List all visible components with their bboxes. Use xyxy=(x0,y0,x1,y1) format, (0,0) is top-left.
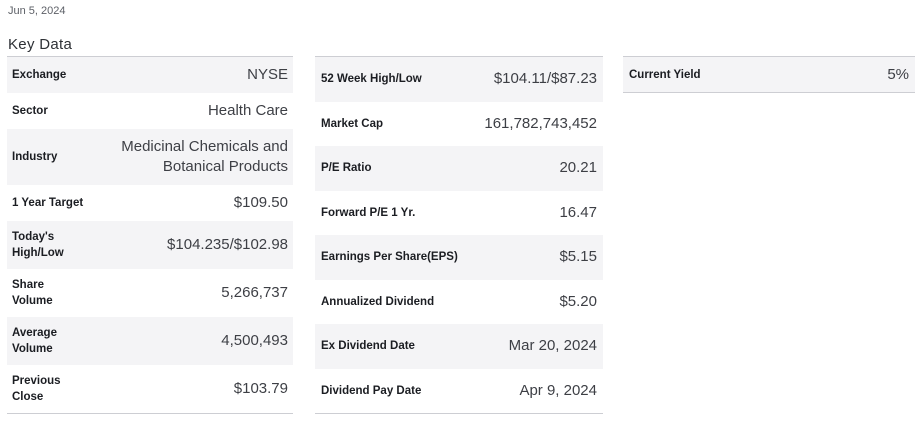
table-row: Annualized Dividend $5.20 xyxy=(315,280,603,325)
row-value: 5% xyxy=(887,65,909,83)
table-row: Exchange NYSE xyxy=(7,57,293,93)
row-label: Forward P/E 1 Yr. xyxy=(321,206,416,219)
table-row: Sector Health Care xyxy=(7,93,293,129)
table-row: Forward P/E 1 Yr. 16.47 xyxy=(315,191,603,236)
table-row: Earnings Per Share(EPS) $5.15 xyxy=(315,235,603,280)
row-value: Mar 20, 2024 xyxy=(508,337,597,355)
key-data-table-left: Exchange NYSE Sector Health Care Industry Med… xyxy=(7,56,293,414)
key-data-columns: Exchange NYSE Sector Health Care Industry Med… xyxy=(7,56,920,414)
row-label: Share Volume xyxy=(12,279,53,307)
row-value: $103.79 xyxy=(233,380,288,397)
table-row: Market Cap 161,782,743,452 xyxy=(315,102,603,147)
row-value: $109.50 xyxy=(233,194,288,211)
key-data-table-right: Current Yield 5% xyxy=(623,56,915,93)
row-label: Ex Dividend Date xyxy=(321,340,415,353)
table-row: Previous Close $103.79 xyxy=(7,365,293,413)
row-value: $104.235/$102.98 xyxy=(167,236,288,253)
row-label: Industry xyxy=(12,151,58,163)
row-label: Dividend Pay Date xyxy=(321,384,422,397)
row-value: NYSE xyxy=(247,66,288,83)
row-value: 5,266,737 xyxy=(221,284,288,301)
row-value: 4,500,493 xyxy=(221,332,288,349)
page-title: Key Data xyxy=(8,36,73,53)
row-value: Medicinal Chemicals and Botanical Produc… xyxy=(121,138,288,175)
row-label: Today's High/Low xyxy=(12,231,64,259)
key-data-table-middle: 52 Week High/Low $104.11/$87.23 Market Cap… xyxy=(315,56,603,414)
row-label: Market Cap xyxy=(321,117,383,130)
table-row: 52 Week High/Low $104.11/$87.23 xyxy=(315,57,603,102)
row-value: $5.20 xyxy=(559,292,597,310)
row-label: Average Volume xyxy=(12,327,57,355)
table-row: Average Volume 4,500,493 xyxy=(7,317,293,365)
row-label: Current Yield xyxy=(629,68,701,81)
row-label: Annualized Dividend xyxy=(321,295,435,308)
row-label: Sector xyxy=(12,105,48,117)
row-value: Health Care xyxy=(207,102,288,119)
row-value: $104.11/$87.23 xyxy=(493,70,597,88)
row-label: Previous Close xyxy=(12,375,61,403)
table-row: Industry Medicinal Chemicals and Botanica… xyxy=(7,129,293,185)
date-label: Jun 5, 2024 xyxy=(8,5,66,17)
row-label: 1 Year Target xyxy=(12,197,84,209)
table-row: Dividend Pay Date Apr 9, 2024 xyxy=(315,369,603,414)
table-row: Current Yield 5% xyxy=(623,57,915,92)
key-data-page: Jun 5, 2024 Key Data Exchange NYSE Sector H… xyxy=(7,5,920,414)
table-row: Today's High/Low $104.235/$102.98 xyxy=(7,221,293,269)
row-value: $5.15 xyxy=(559,248,597,266)
table-row: P/E Ratio 20.21 xyxy=(315,146,603,191)
table-row: 1 Year Target $109.50 xyxy=(7,185,293,221)
row-value: 161,782,743,452 xyxy=(484,114,597,132)
row-value: Apr 9, 2024 xyxy=(519,381,597,399)
table-row: Share Volume 5,266,737 xyxy=(7,269,293,317)
row-label: Exchange xyxy=(12,69,67,81)
row-label: Earnings Per Share(EPS) xyxy=(321,251,458,264)
table-row: Ex Dividend Date Mar 20, 2024 xyxy=(315,324,603,369)
row-label: P/E Ratio xyxy=(321,162,372,175)
row-value: 20.21 xyxy=(559,159,597,177)
row-label: 52 Week High/Low xyxy=(321,73,422,86)
row-value: 16.47 xyxy=(559,203,597,221)
